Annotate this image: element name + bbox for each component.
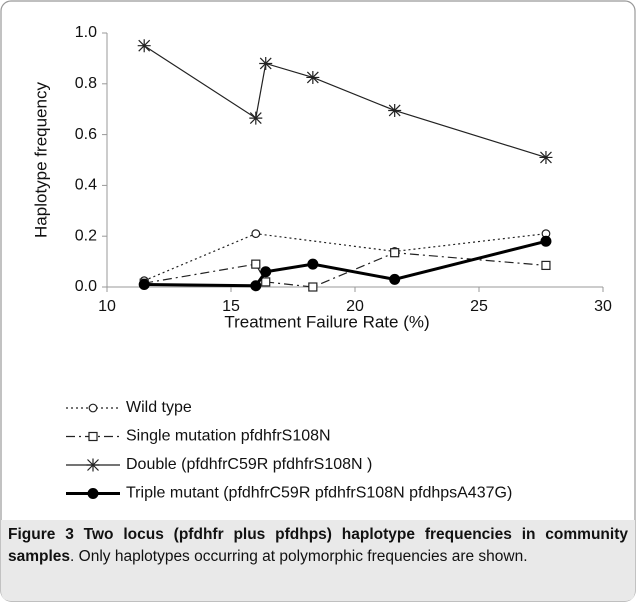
series-line bbox=[143, 233, 547, 282]
series-line bbox=[143, 45, 547, 159]
series-line bbox=[144, 239, 547, 288]
caption-label: Figure 3 bbox=[8, 526, 74, 543]
marker bbox=[541, 260, 551, 271]
x-tick-label: 20 bbox=[346, 298, 364, 315]
marker bbox=[260, 266, 272, 278]
y-tick-label: 0.4 bbox=[75, 177, 97, 194]
marker bbox=[137, 39, 151, 53]
x-tick-label: 15 bbox=[222, 298, 240, 315]
marker bbox=[86, 458, 100, 472]
legend: Wild type Single mutation pfdhfrS108N Doub… bbox=[66, 399, 512, 502]
y-tick-label: 1.0 bbox=[75, 24, 97, 41]
y-axis-title: Haplotype frequency bbox=[31, 82, 50, 238]
y-tick-label: 0.6 bbox=[75, 126, 97, 143]
marker bbox=[390, 248, 400, 258]
plot-area: 0.0 0.2 0.4 0.6 0.8 1.0 10 15 20 25 30 bbox=[75, 24, 612, 315]
y-tick-label: 0.0 bbox=[75, 278, 97, 295]
marker bbox=[249, 111, 263, 125]
series bbox=[138, 235, 552, 292]
marker bbox=[88, 431, 98, 442]
x-tick-label: 25 bbox=[470, 298, 488, 315]
caption-text: . Only haplotypes occurring at polymorph… bbox=[70, 548, 528, 565]
x-axis-title: Treatment Failure Rate (%) bbox=[224, 312, 429, 331]
caption-background bbox=[1, 520, 635, 601]
legend-label: Wild type bbox=[126, 399, 192, 416]
legend-label: Single mutation pfdhfrS108N bbox=[126, 428, 331, 445]
legend-item: Triple mutant (pfdhfrC59R pfdhfrS108N pf… bbox=[66, 485, 512, 502]
caption-box: Figure 3 Two locus (pfdhfr plus pfdhps) … bbox=[8, 524, 628, 568]
marker bbox=[251, 259, 261, 269]
y-tick-label: 0.8 bbox=[75, 75, 97, 92]
marker bbox=[250, 280, 262, 292]
legend-label: Triple mutant (pfdhfrC59R pfdhfrS108N pf… bbox=[126, 485, 512, 502]
marker bbox=[88, 403, 98, 413]
marker bbox=[307, 258, 319, 270]
marker bbox=[261, 277, 271, 287]
marker bbox=[251, 229, 261, 239]
y-tick-label: 0.2 bbox=[75, 227, 97, 244]
legend-item: Single mutation pfdhfrS108N bbox=[66, 428, 331, 445]
x-tick-label: 10 bbox=[98, 298, 116, 315]
marker bbox=[388, 103, 402, 117]
marker bbox=[308, 282, 318, 292]
marker bbox=[306, 70, 320, 84]
x-tick-label: 30 bbox=[594, 298, 612, 315]
legend-label: Double (pfdhfrC59R pfdhfrS108N ) bbox=[126, 456, 372, 473]
marker bbox=[87, 488, 99, 499]
marker bbox=[389, 273, 401, 285]
legend-item: Double (pfdhfrC59R pfdhfrS108N ) bbox=[66, 456, 372, 473]
caption: Figure 3 Two locus (pfdhfr plus pfdhps) … bbox=[8, 524, 628, 568]
marker bbox=[138, 278, 150, 290]
legend-item: Wild type bbox=[66, 399, 192, 416]
marker bbox=[539, 150, 553, 164]
marker bbox=[540, 235, 552, 247]
series bbox=[137, 39, 553, 164]
marker bbox=[259, 56, 273, 70]
series-line bbox=[144, 252, 547, 288]
caption-title: Two locus (pfdhfr plus pfdhps) haplotype… bbox=[8, 526, 628, 565]
